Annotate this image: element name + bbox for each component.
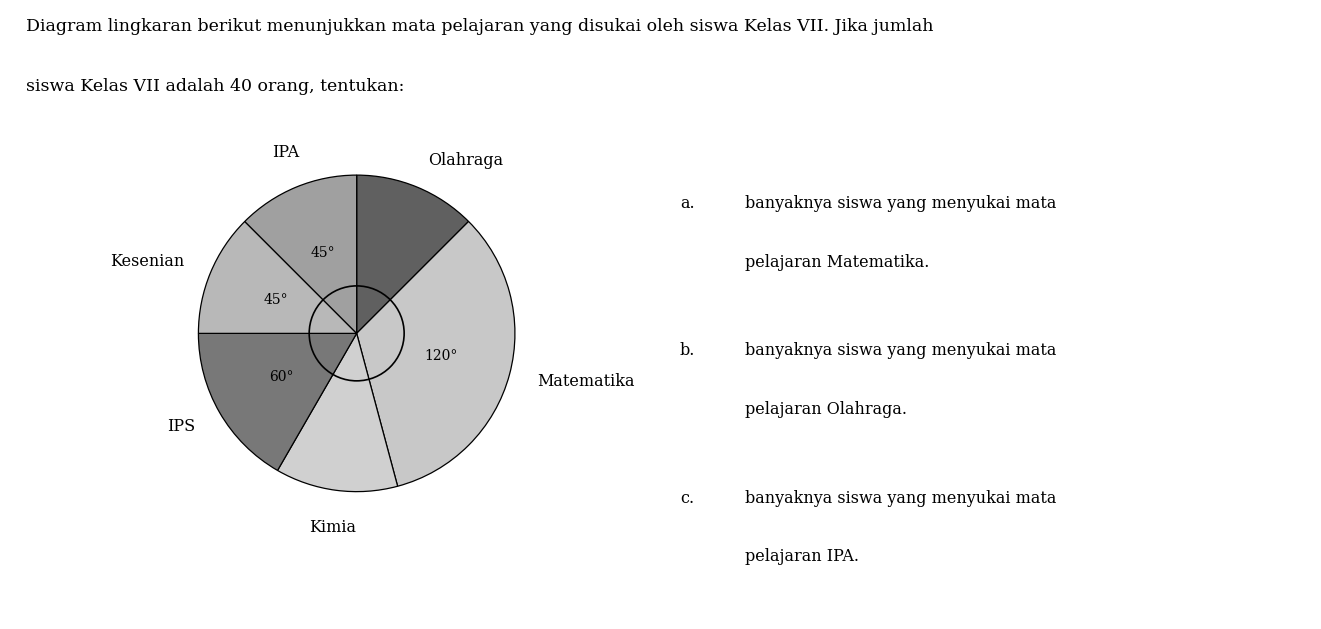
- Text: Kesenian: Kesenian: [110, 253, 184, 270]
- Text: a.: a.: [680, 195, 695, 212]
- Wedge shape: [198, 221, 357, 333]
- Text: c.: c.: [680, 489, 694, 506]
- Text: Diagram lingkaran berikut menunjukkan mata pelajaran yang disukai oleh siswa Kel: Diagram lingkaran berikut menunjukkan ma…: [26, 18, 934, 35]
- Text: 120°: 120°: [424, 349, 457, 363]
- Wedge shape: [357, 175, 469, 333]
- Text: Matematika: Matematika: [538, 373, 634, 390]
- Text: banyaknya siswa yang menyukai mata: banyaknya siswa yang menyukai mata: [745, 489, 1055, 506]
- Text: banyaknya siswa yang menyukai mata: banyaknya siswa yang menyukai mata: [745, 195, 1055, 212]
- Text: pelajaran IPA.: pelajaran IPA.: [745, 548, 859, 565]
- Text: b.: b.: [680, 342, 695, 359]
- Text: siswa Kelas VII adalah 40 orang, tentukan:: siswa Kelas VII adalah 40 orang, tentuka…: [26, 78, 404, 95]
- Wedge shape: [277, 333, 398, 492]
- Wedge shape: [244, 175, 357, 333]
- Text: Olahraga: Olahraga: [428, 152, 503, 169]
- Text: banyaknya siswa yang menyukai mata: banyaknya siswa yang menyukai mata: [745, 342, 1055, 359]
- Text: IPS: IPS: [166, 418, 196, 435]
- Text: 60°: 60°: [269, 370, 293, 384]
- Text: 45°: 45°: [310, 246, 336, 260]
- Text: pelajaran Matematika.: pelajaran Matematika.: [745, 254, 929, 271]
- Wedge shape: [198, 333, 357, 470]
- Text: pelajaran Olahraga.: pelajaran Olahraga.: [745, 401, 906, 418]
- Wedge shape: [357, 221, 515, 486]
- Text: 45°: 45°: [264, 293, 288, 307]
- Text: Kimia: Kimia: [309, 518, 355, 535]
- Text: IPA: IPA: [272, 144, 299, 161]
